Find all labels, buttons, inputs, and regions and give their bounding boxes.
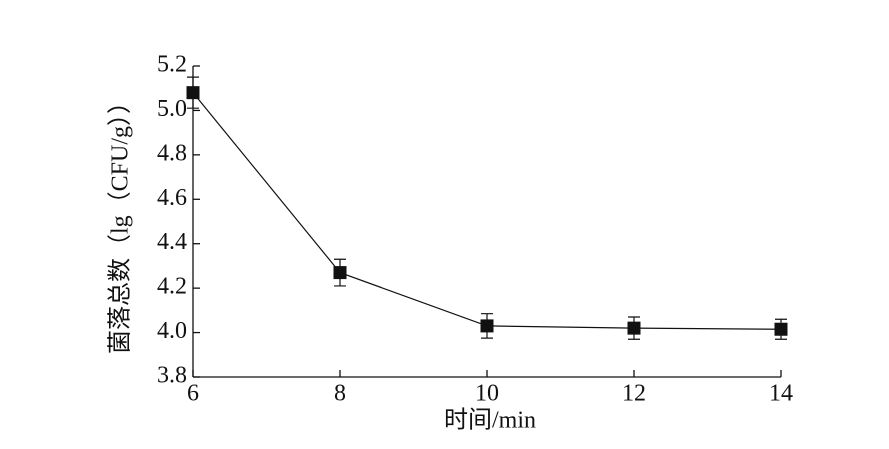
x-tick-label: 10 xyxy=(475,381,499,407)
y-axis-label: 菌落总数（lg（CFU/g）） xyxy=(107,90,134,354)
x-tick-label: 12 xyxy=(622,381,646,407)
marker xyxy=(186,86,200,100)
x-tick-label: 8 xyxy=(334,381,346,407)
marker xyxy=(480,319,494,333)
y-tick-label: 3.8 xyxy=(157,363,187,389)
y-tick-label: 5.2 xyxy=(157,52,187,78)
y-tick-label: 4.0 xyxy=(157,318,187,344)
y-tick-label: 4.8 xyxy=(157,140,187,166)
x-tick-label: 6 xyxy=(187,381,199,407)
y-tick-label: 5.0 xyxy=(157,96,187,122)
line xyxy=(192,92,782,330)
x-tick-label: 14 xyxy=(769,381,793,407)
marker xyxy=(333,266,347,280)
y-tick-label: 4.4 xyxy=(157,229,187,255)
y-tick-label: 4.6 xyxy=(157,185,187,211)
y-tick-label: 4.2 xyxy=(157,274,187,300)
marker xyxy=(627,321,641,335)
x-axis-label: 时间/min xyxy=(444,407,536,434)
marker xyxy=(774,322,788,336)
